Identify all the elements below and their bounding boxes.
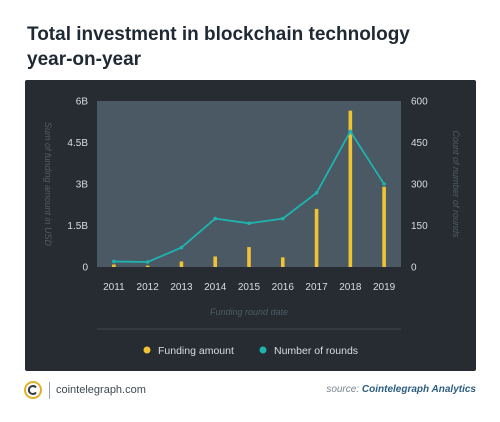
y2-tick-label: 600 [411,97,428,108]
x-axis-label: Funding round date [210,307,288,317]
y-tick-label: 1.5B [67,221,88,232]
footer-source: source: Cointelegraph Analytics [326,384,476,395]
y-tick-label: 0 [82,263,88,274]
funding-bar [348,110,353,267]
funding-bar [314,208,319,267]
x-tick-label: 2014 [204,282,227,293]
rounds-point [213,216,218,221]
funding-bar [247,247,251,267]
footer-source-name: Cointelegraph Analytics [361,384,476,395]
footer-site[interactable]: cointelegraph.com [56,384,146,396]
x-tick-label: 2012 [137,282,160,293]
rounds-point [112,259,116,264]
x-tick-label: 2019 [373,282,396,293]
y2-tick-label: 450 [411,138,428,149]
funding-bar [382,186,386,267]
y2-tick-label: 0 [411,263,417,274]
x-tick-label: 2018 [339,282,362,293]
rounds-point [179,245,184,250]
rounds-point [145,260,150,264]
y-tick-label: 3B [76,180,89,191]
x-tick-label: 2017 [305,282,328,293]
x-tick-label: 2011 [103,282,125,293]
footer-divider [49,382,50,399]
rounds-point [348,129,353,134]
funding-bar [179,261,184,267]
funding-bar [280,257,285,267]
x-tick-label: 2013 [170,282,193,293]
funding-bar [112,264,116,267]
x-tick-label: 2015 [238,282,261,293]
legend-marker-rounds [259,346,267,354]
rounds-point [247,221,251,226]
y2-tick-label: 300 [411,180,428,191]
footer-source-label: source: [326,384,360,395]
y-tick-label: 6B [76,97,89,108]
chart-svg: 0 1.5B 3B 4.5B 6B 0 150 300 450 600 2011 2012 2013… [43,97,461,358]
rounds-point [280,216,285,221]
funding-bar [213,256,218,267]
legend-marker-funding [143,346,151,354]
chart-panel: 0 1.5B 3B 4.5B 6B 0 150 300 450 600 2011 2012 2013… [25,80,476,371]
y-axis-label: Sum of funding amount in USD [43,122,53,247]
legend-label-funding: Funding amount [158,345,234,357]
y2-axis-label: Count of number of rounds [451,130,461,238]
funding-bar [145,265,150,267]
chart-title-line-1: Total investment in blockchain technolog… [27,24,410,45]
y-tick-label: 4.5B [67,138,88,149]
legend-label-rounds: Number of rounds [274,345,358,357]
chart-title-line-2: year-on-year [27,49,142,70]
y2-tick-label: 150 [411,221,428,232]
plot-area [97,101,401,267]
chart-title: Total investment in blockchain technolog… [27,22,467,72]
rounds-point [314,191,319,195]
x-tick-label: 2016 [272,282,295,293]
rounds-point [382,182,386,186]
cointelegraph-logo-icon [24,381,42,399]
